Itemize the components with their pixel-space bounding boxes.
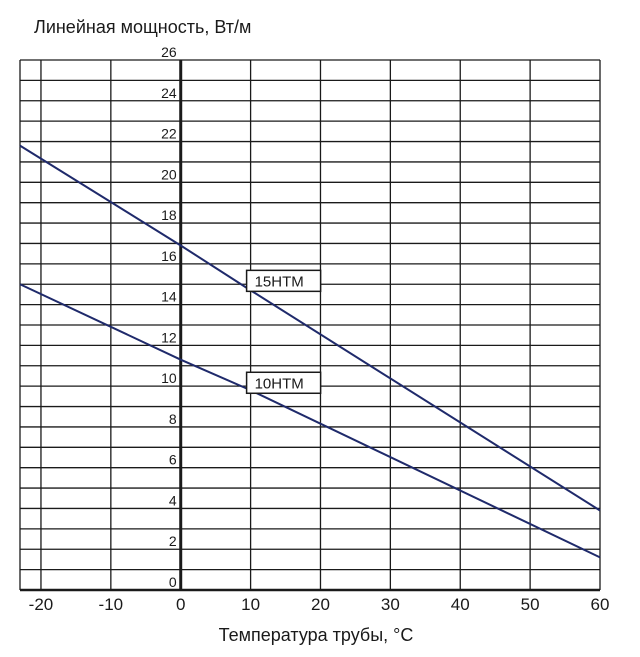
y-tick-label: 22 bbox=[161, 126, 177, 142]
x-tick-label: 30 bbox=[381, 595, 400, 614]
y-tick-label: 16 bbox=[161, 248, 177, 264]
grid bbox=[19, 59, 601, 592]
x-tick-label: -10 bbox=[99, 595, 124, 614]
series-line bbox=[19, 144, 601, 512]
y-tick-label: 2 bbox=[169, 533, 177, 549]
series-label-box bbox=[245, 269, 322, 293]
y-tick-label: 10 bbox=[161, 370, 177, 386]
x-tick-labels: -20 -10 0 10 20 30 40 50 60 bbox=[29, 595, 610, 614]
x-tick-label: 10 bbox=[241, 595, 260, 614]
x-tick-label: 0 bbox=[176, 595, 185, 614]
y-tick-label: 20 bbox=[161, 166, 177, 182]
series-label: 10HTM bbox=[255, 375, 304, 392]
y-tick-label: 4 bbox=[169, 492, 177, 508]
series-line bbox=[19, 283, 601, 559]
y-tick-label: 0 bbox=[169, 574, 177, 590]
x-axis-title: Температура трубы, °C bbox=[219, 625, 414, 645]
x-tick-label: -20 bbox=[29, 595, 54, 614]
x-tick-label: 60 bbox=[591, 595, 610, 614]
series-labels: 15HTM 10HTM bbox=[245, 269, 322, 395]
x-tick-label: 40 bbox=[451, 595, 470, 614]
x-tick-label: 50 bbox=[521, 595, 540, 614]
y-tick-label: 26 bbox=[161, 44, 177, 60]
series-label: 15HTM bbox=[255, 273, 304, 290]
x-tick-label: 20 bbox=[311, 595, 330, 614]
y-tick-label: 12 bbox=[161, 329, 177, 345]
y-tick-label: 8 bbox=[169, 411, 177, 427]
y-tick-label: 24 bbox=[161, 85, 177, 101]
series-lines bbox=[19, 144, 601, 559]
series-label-box bbox=[245, 371, 322, 395]
y-tick-label: 18 bbox=[161, 207, 177, 223]
y-axis-title: Линейная мощность, Вт/м bbox=[34, 17, 251, 37]
y-tick-label: 14 bbox=[161, 289, 177, 305]
y-tick-label: 6 bbox=[169, 452, 177, 468]
